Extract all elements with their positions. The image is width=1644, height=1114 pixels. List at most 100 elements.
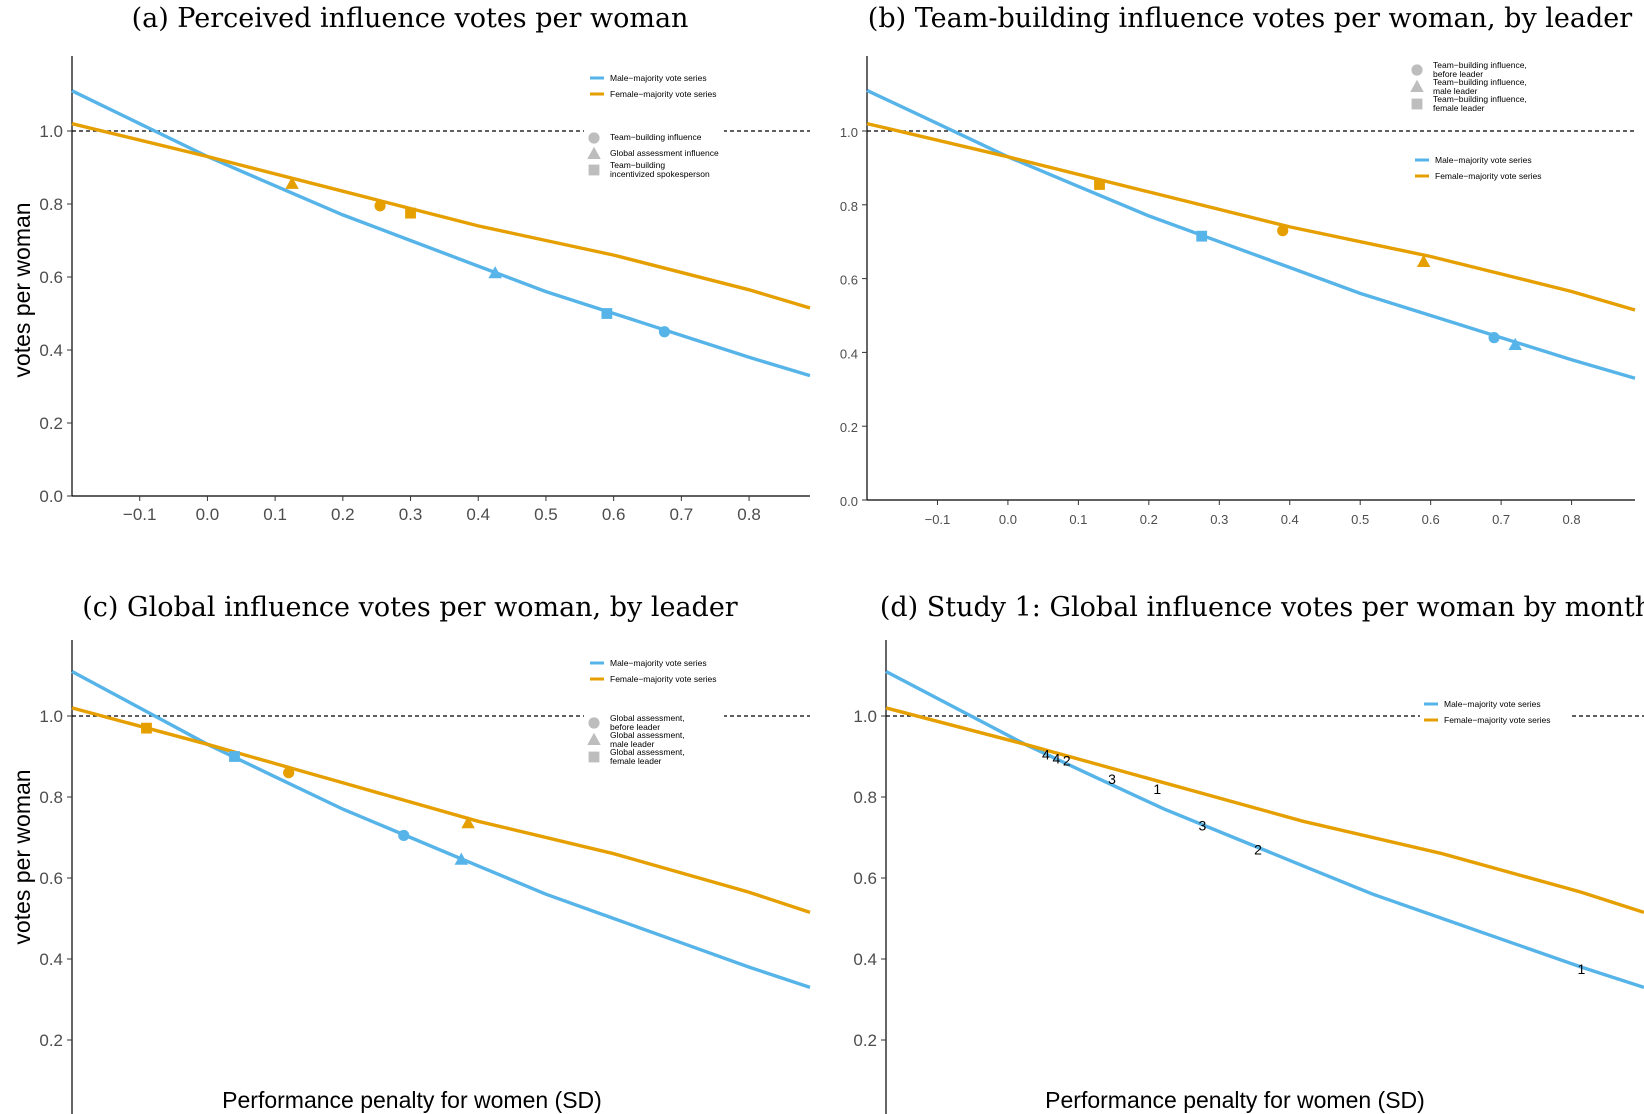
month-label: 1	[1578, 961, 1586, 977]
legend-shape-square	[588, 164, 600, 176]
x-axis-title-left: Performance penalty for women (SD)	[222, 1087, 602, 1113]
y-tick-label: 0.8	[39, 788, 63, 807]
y-tick-label: 0.2	[39, 1031, 63, 1050]
y-tick-label: 0.8	[840, 199, 858, 214]
legend-label: Female−majority vote series	[610, 89, 717, 99]
panel-title: (d) Study 1: Global influence votes per …	[880, 592, 1644, 623]
y-tick-label: 0.4	[39, 950, 63, 969]
data-point-triangle	[1508, 337, 1522, 350]
x-tick-label: −0.1	[123, 505, 157, 524]
panel-title: (a) Perceived influence votes per woman	[132, 3, 689, 34]
y-tick-label: 0.2	[840, 420, 858, 435]
legend-label: Female−majority vote series	[1435, 171, 1542, 181]
x-tick-label: 0.2	[331, 505, 355, 524]
legend-label: Team−building influence,	[1433, 60, 1527, 70]
panel-title: (b) Team-building influence votes per wo…	[868, 3, 1632, 34]
data-point-square	[1196, 230, 1208, 242]
legend-background	[584, 713, 724, 776]
y-tick-label: 0.0	[853, 1112, 877, 1114]
x-tick-label: 0.4	[1281, 512, 1299, 527]
legend-shape-circle	[588, 717, 600, 729]
legend-label: Global assessment,	[610, 713, 685, 723]
series-legend: Male−majority vote series Female−majority…	[586, 655, 736, 691]
data-point-square	[229, 751, 240, 762]
male-majority-series-line	[866, 88, 1636, 380]
legend-shape-square	[588, 751, 600, 763]
data-point-triangle	[461, 816, 475, 829]
y-axis-title-bottom: votes per woman	[9, 769, 35, 944]
shape-legend: Team−building influence Global assessment…	[584, 128, 724, 188]
x-tick-label: 0.5	[1351, 512, 1369, 527]
panel-d: (d) Study 1: Global influence votes per …	[853, 592, 1644, 1114]
panel-b: (b) Team-building influence votes per wo…	[840, 3, 1636, 527]
x-tick-label: 0.5	[534, 505, 558, 524]
y-tick-label: 0.6	[840, 273, 858, 288]
x-tick-label: 0.1	[1069, 512, 1087, 527]
series-legend: Male−majority vote series Female−majority…	[586, 70, 736, 106]
shape-legend: Team−building influence,before leaderTea…	[1407, 60, 1547, 123]
x-tick-label: 0.3	[399, 505, 423, 524]
legend-label: male leader	[610, 739, 655, 749]
legend-background	[1411, 152, 1561, 188]
legend-label: Male−majority vote series	[610, 658, 707, 668]
x-tick-label: 0.2	[1140, 512, 1158, 527]
data-point-square	[601, 308, 613, 319]
data-point-square	[141, 722, 152, 734]
panel-a: (a) Perceived influence votes per woman 0…	[39, 3, 811, 524]
month-label: 2	[1063, 753, 1071, 769]
month-label: 3	[1108, 771, 1116, 787]
legend-label: Male−majority vote series	[1444, 699, 1541, 709]
y-tick-label: 1.0	[39, 707, 63, 726]
y-tick-label: 1.0	[840, 125, 858, 140]
data-point-triangle	[454, 852, 469, 865]
legend-label: before leader	[610, 722, 660, 732]
data-point-circle	[1488, 332, 1500, 344]
month-label: 4	[1052, 751, 1060, 767]
legend-label: male leader	[1433, 86, 1478, 96]
data-point-circle	[658, 326, 671, 338]
legend-shape-circle	[1411, 64, 1423, 76]
legend-label: Male−majority vote series	[610, 73, 707, 83]
x-tick-label: 0.7	[1492, 512, 1510, 527]
x-tick-label: 0.0	[196, 505, 220, 524]
male-majority-series-line	[71, 670, 811, 990]
x-tick-label: 0.8	[737, 505, 761, 524]
data-point-circle	[374, 200, 386, 212]
legend-label: incentivized spokesperson	[610, 169, 710, 179]
month-label: 1	[1153, 781, 1161, 797]
legend-shape-circle	[588, 132, 600, 144]
data-point-square	[1094, 179, 1105, 190]
x-tick-label: 0.0	[999, 512, 1017, 527]
x-tick-label: −0.1	[925, 512, 951, 527]
y-tick-label: 0.2	[39, 414, 63, 433]
panels: (a) Perceived influence votes per woman 0…	[39, 3, 1644, 1114]
y-tick-label: 0.6	[853, 869, 877, 888]
y-tick-label: 0.4	[840, 346, 858, 361]
legend-label: Team−building influence,	[1433, 94, 1527, 104]
y-tick-label: 0.4	[39, 341, 63, 360]
legend-label: Male−majority vote series	[1435, 155, 1532, 165]
legend-label: Female−majority vote series	[610, 674, 717, 684]
y-tick-label: 0.0	[39, 1112, 63, 1114]
y-tick-label: 0.0	[39, 487, 63, 506]
x-tick-label: 0.3	[1210, 512, 1228, 527]
legend-shape-triangle	[587, 146, 601, 159]
legend-label: Global assessment influence	[610, 148, 719, 158]
legend-shape-triangle	[587, 732, 601, 745]
female-majority-series-line	[71, 122, 811, 310]
female-majority-series-line	[866, 121, 1636, 312]
y-tick-label: 0.6	[39, 869, 63, 888]
y-axis-title-top: votes per woman	[9, 202, 35, 377]
y-tick-label: 0.8	[39, 195, 63, 214]
month-label: 4	[1042, 746, 1050, 762]
data-point-triangle	[1416, 254, 1431, 267]
x-tick-label: 0.1	[263, 505, 287, 524]
y-tick-label: 0.2	[853, 1031, 877, 1050]
x-tick-label: 0.6	[602, 505, 626, 524]
male-majority-series-line	[885, 669, 1644, 990]
series-legend: Male−majority vote series Female−majority…	[1411, 152, 1561, 188]
data-point-triangle	[285, 176, 299, 189]
legend-label: Female−majority vote series	[1444, 715, 1551, 725]
